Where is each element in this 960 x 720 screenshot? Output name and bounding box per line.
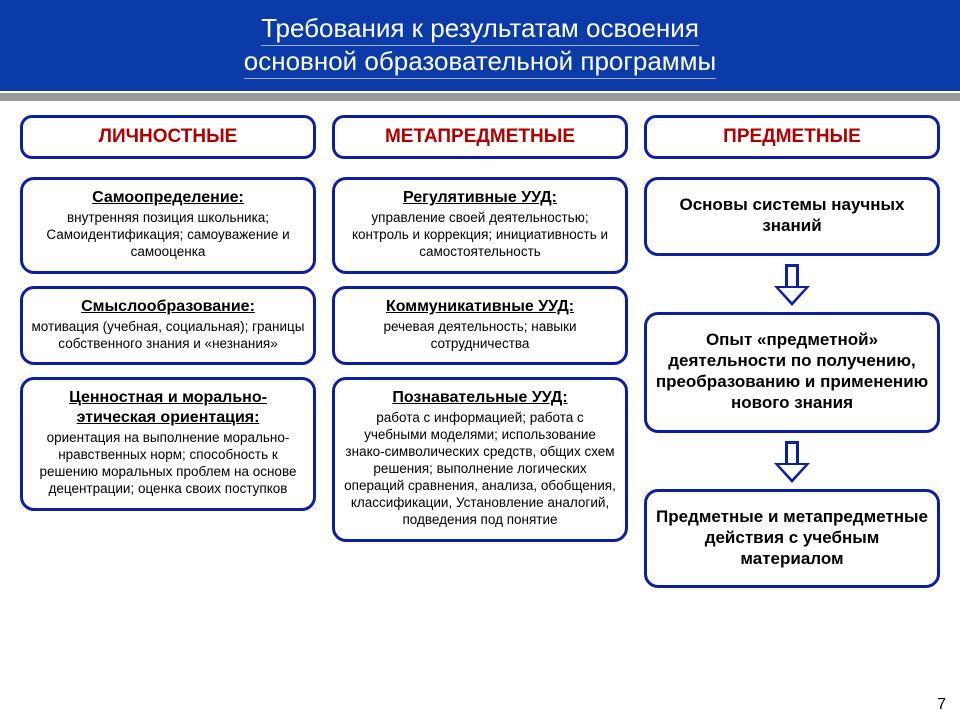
box-title: Предметные и метапредметные действия с у… bbox=[655, 506, 929, 570]
box-title: Ценностная и морально-этическая ориентац… bbox=[31, 388, 305, 428]
box-subject-experience: Опыт «предметной» деятельности по получе… bbox=[644, 312, 940, 433]
box-title: Смыслообразование: bbox=[31, 297, 305, 317]
box-regulatory: Регулятивные УУД: управление своей деяте… bbox=[332, 177, 628, 274]
box-body: речевая деятельность; навыки сотрудничес… bbox=[343, 319, 617, 353]
box-knowledge-basis: Основы системы научных знаний bbox=[644, 177, 940, 256]
box-body: мотивация (учебная, социальная); границы… bbox=[31, 319, 305, 353]
diagram-columns: ЛИЧНОСТНЫЕ Самоопределение: внутренняя п… bbox=[0, 101, 960, 717]
box-body: внутренняя позиция школьника; Самоиденти… bbox=[31, 210, 305, 261]
box-title: Опыт «предметной» деятельности по получе… bbox=[655, 329, 929, 414]
box-body: управление своей деятельностью; контроль… bbox=[343, 210, 617, 261]
arrow-down-icon bbox=[776, 441, 808, 485]
category-subject: ПРЕДМЕТНЫЕ bbox=[644, 115, 940, 159]
title-line1: Требования к результатам освоения bbox=[261, 13, 699, 46]
category-meta: МЕТАПРЕДМЕТНЫЕ bbox=[332, 115, 628, 159]
box-title: Коммуникативные УУД: bbox=[343, 297, 617, 317]
page-number: 7 bbox=[937, 696, 946, 714]
box-body: ориентация на выполнение морально-нравст… bbox=[31, 430, 305, 498]
arrow-down-icon bbox=[776, 264, 808, 308]
slide-title: Требования к результатам освоения основн… bbox=[0, 0, 960, 91]
box-self-determination: Самоопределение: внутренняя позиция школ… bbox=[20, 177, 316, 274]
title-line2: основной образовательной программы bbox=[244, 46, 716, 79]
column-meta: МЕТАПРЕДМЕТНЫЕ Регулятивные УУД: управле… bbox=[332, 115, 628, 717]
header-divider bbox=[0, 93, 960, 101]
column-subject: ПРЕДМЕТНЫЕ Основы системы научных знаний… bbox=[644, 115, 940, 717]
box-title: Самоопределение: bbox=[31, 188, 305, 208]
box-title: Познавательные УУД: bbox=[343, 388, 617, 408]
category-personal: ЛИЧНОСТНЫЕ bbox=[20, 115, 316, 159]
box-sense-making: Смыслообразование: мотивация (учебная, с… bbox=[20, 286, 316, 366]
box-title: Основы системы научных знаний bbox=[655, 194, 929, 237]
box-communicative: Коммуникативные УУД: речевая деятельност… bbox=[332, 286, 628, 366]
box-title: Регулятивные УУД: bbox=[343, 188, 617, 208]
box-subject-actions: Предметные и метапредметные действия с у… bbox=[644, 489, 940, 589]
box-moral-orientation: Ценностная и морально-этическая ориентац… bbox=[20, 377, 316, 511]
box-cognitive: Познавательные УУД: работа с информацией… bbox=[332, 377, 628, 541]
column-personal: ЛИЧНОСТНЫЕ Самоопределение: внутренняя п… bbox=[20, 115, 316, 717]
box-body: работа с информацией; работа с учебными … bbox=[343, 410, 617, 528]
